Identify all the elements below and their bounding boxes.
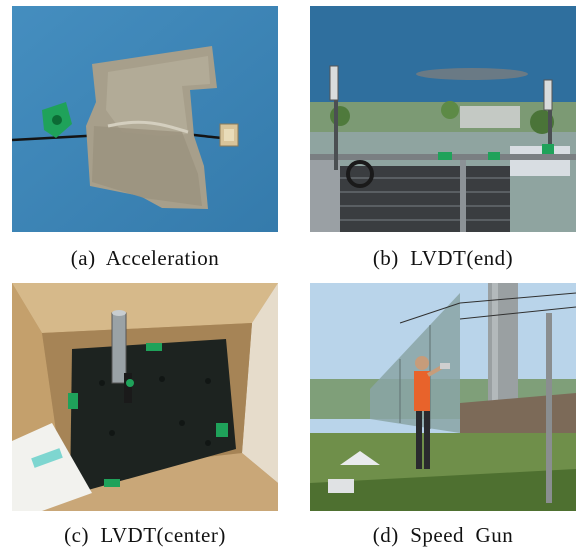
caption-lvdt-center: (c) LVDT(center) [64, 523, 226, 547]
photo-lvdt-end [310, 6, 576, 232]
photo-lvdt-center [12, 283, 278, 511]
acceleration-photo-art [12, 6, 278, 232]
lvdt-end-photo-art [310, 6, 576, 232]
lvdt-center-photo-art [12, 283, 278, 511]
caption-lvdt-end: (b) LVDT(end) [372, 246, 514, 270]
caption-speed-gun: (d) Speed Gun [372, 523, 514, 547]
photo-speed-gun [310, 283, 576, 511]
photo-acceleration-sensor [12, 6, 278, 232]
caption-acceleration: (a) Acceleration [70, 246, 220, 270]
speed-gun-photo-art [310, 283, 576, 511]
